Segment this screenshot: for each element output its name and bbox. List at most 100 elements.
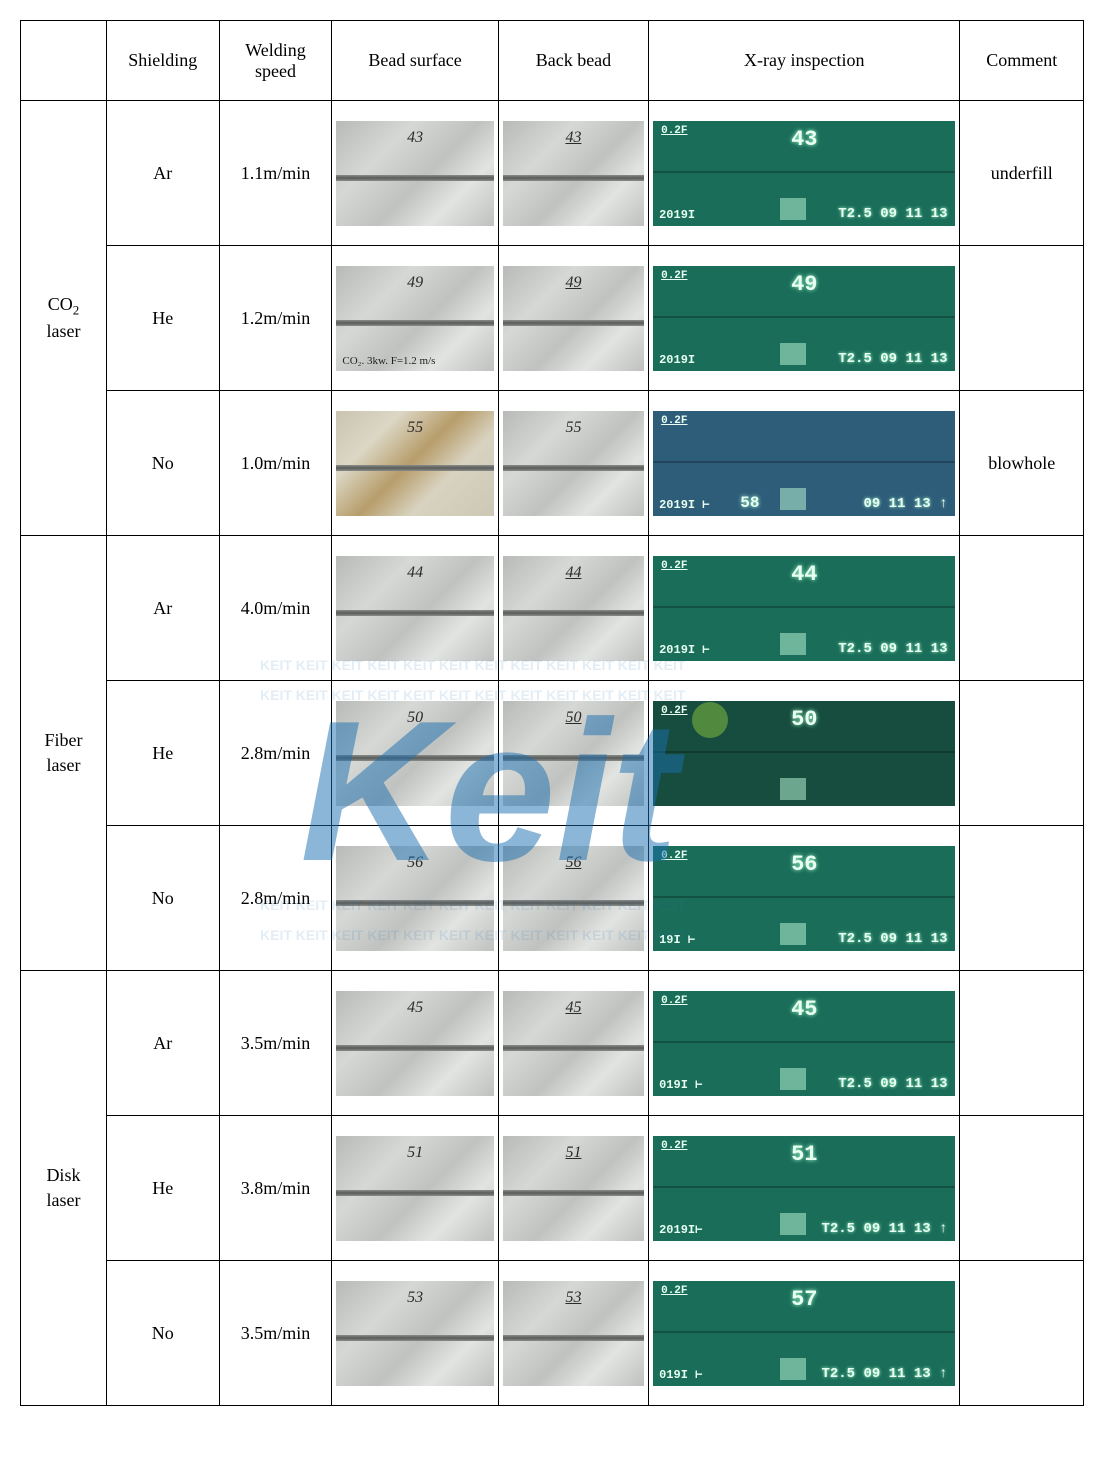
back-bead-cell: 55 — [498, 391, 648, 536]
shielding-cell: No — [106, 826, 219, 971]
table-row: No2.8m/min 56 56 0.2F 56 19I ⊢ T2.5 09 11 13 — [21, 826, 1084, 971]
bead-surface-cell: 51 — [332, 1116, 498, 1261]
back-bead-photo: 50 — [503, 701, 644, 806]
xray-cell: 0.2F442019I ⊢T2.5 09 11 13 — [649, 536, 960, 681]
xray-bottomright-label: T2.5 09 11 13 — [838, 1076, 947, 1092]
xray-marker-square — [780, 633, 806, 655]
back-bead-photo: 49 — [503, 266, 644, 371]
xray-marker-square — [780, 343, 806, 365]
xray-marker-square — [780, 488, 806, 510]
xray-marker-square — [780, 198, 806, 220]
laser-type-cell: CO2laser — [21, 101, 107, 536]
bead-surface-photo: 45 — [336, 991, 493, 1096]
xray-bottomright-label: T2.5 09 11 13 ↑ — [821, 1366, 947, 1382]
specimen-mark: 51 — [565, 1144, 581, 1162]
header-bead-surface: Bead surface — [332, 21, 498, 101]
comment-cell: underfill — [960, 101, 1084, 246]
xray-screen: 0.2F492019IT2.5 09 11 13 — [653, 266, 955, 371]
comment-cell — [960, 1261, 1084, 1406]
header-row: Shielding Welding speed Bead surface Bac… — [21, 21, 1084, 101]
specimen-mark: 45 — [407, 999, 423, 1017]
xray-specimen-number: 43 — [791, 127, 817, 152]
bead-surface-photo: 51 — [336, 1136, 493, 1241]
xray-cell: 0.2F582019I ⊢09 11 13 ↑ — [649, 391, 960, 536]
xray-bottomleft-label: 019I ⊢ — [659, 1367, 702, 1382]
speed-cell: 1.0m/min — [219, 391, 332, 536]
xray-cell: 0.2F492019IT2.5 09 11 13 — [649, 246, 960, 391]
specimen-mark: 44 — [407, 564, 423, 582]
xray-cell: 0.2F45019I ⊢T2.5 09 11 13 — [649, 971, 960, 1116]
bead-surface-cell: 53 — [332, 1261, 498, 1406]
speed-cell: 2.8m/min — [219, 826, 332, 971]
table-row: No1.0m/min55550.2F582019I ⊢09 11 13 ↑blo… — [21, 391, 1084, 536]
bead-surface-cell: 56 — [332, 826, 498, 971]
xray-cell: 0.2F50 — [649, 681, 960, 826]
table-row: No3.5m/min53530.2F57019I ⊢T2.5 09 11 13 … — [21, 1261, 1084, 1406]
back-bead-cell: 43 — [498, 101, 648, 246]
comment-cell — [960, 971, 1084, 1116]
xray-specimen-number: 58 — [740, 494, 759, 512]
shielding-cell: He — [106, 681, 219, 826]
specimen-mark: 56 — [407, 854, 423, 872]
laser-type-cell: Fiberlaser — [21, 536, 107, 971]
xray-marker-square — [780, 1068, 806, 1090]
xray-bottomleft-label: 2019I — [659, 208, 695, 222]
specimen-mark: 43 — [407, 129, 423, 147]
back-bead-cell: 56 — [498, 826, 648, 971]
xray-specimen-number: 44 — [791, 562, 817, 587]
shielding-cell: Ar — [106, 536, 219, 681]
comment-cell — [960, 681, 1084, 826]
speed-cell: 3.8m/min — [219, 1116, 332, 1261]
specimen-mark: 53 — [565, 1289, 581, 1307]
xray-topleft-label: 0.2F — [661, 850, 687, 862]
specimen-note: CO₂. 3kw. F=1.2 m/s — [342, 355, 435, 367]
xray-bottomright-label: T2.5 09 11 13 ↑ — [821, 1221, 947, 1237]
xray-cell: 0.2F432019IT2.5 09 11 13 — [649, 101, 960, 246]
back-bead-cell: 50 — [498, 681, 648, 826]
comment-cell — [960, 536, 1084, 681]
table-row: CO2laserAr1.1m/min43430.2F432019IT2.5 09… — [21, 101, 1084, 246]
back-bead-cell: 51 — [498, 1116, 648, 1261]
shielding-cell: He — [106, 246, 219, 391]
specimen-mark: 50 — [565, 709, 581, 727]
specimen-mark: 45 — [565, 999, 581, 1017]
back-bead-photo: 55 — [503, 411, 644, 516]
xray-specimen-number: 56 — [791, 852, 817, 877]
back-bead-photo: 51 — [503, 1136, 644, 1241]
xray-bottomright-label: T2.5 09 11 13 — [838, 931, 947, 947]
xray-bottomright-label: T2.5 09 11 13 — [838, 351, 947, 367]
xray-screen: 0.2F57019I ⊢T2.5 09 11 13 ↑ — [653, 1281, 955, 1386]
bead-surface-photo: 43 — [336, 121, 493, 226]
back-bead-photo: 43 — [503, 121, 644, 226]
header-back-bead: Back bead — [498, 21, 648, 101]
shielding-cell: He — [106, 1116, 219, 1261]
comment-cell — [960, 246, 1084, 391]
bead-surface-photo: 50 — [336, 701, 493, 806]
xray-screen: 0.2F432019IT2.5 09 11 13 — [653, 121, 955, 226]
bead-surface-photo: 49CO₂. 3kw. F=1.2 m/s — [336, 266, 493, 371]
xray-topleft-label: 0.2F — [661, 415, 687, 427]
header-shielding: Shielding — [106, 21, 219, 101]
xray-marker-square — [780, 1213, 806, 1235]
table-row: He3.8m/min51510.2F512019I⊢T2.5 09 11 13 … — [21, 1116, 1084, 1261]
xray-topleft-label: 0.2F — [661, 1285, 687, 1297]
table-row: He1.2m/min49CO₂. 3kw. F=1.2 m/s490.2F492… — [21, 246, 1084, 391]
xray-bottomleft-label: 2019I⊢ — [659, 1222, 702, 1237]
xray-specimen-number: 49 — [791, 272, 817, 297]
xray-marker-square — [780, 778, 806, 800]
bead-surface-cell: 44 — [332, 536, 498, 681]
xray-marker-square — [780, 923, 806, 945]
bead-surface-photo: 56 — [336, 846, 493, 951]
xray-bottomleft-label: 2019I — [659, 353, 695, 367]
comment-cell — [960, 1116, 1084, 1261]
bead-surface-cell: 55 — [332, 391, 498, 536]
speed-cell: 1.1m/min — [219, 101, 332, 246]
speed-cell: 1.2m/min — [219, 246, 332, 391]
xray-bottomleft-label: 19I ⊢ — [659, 932, 695, 947]
bead-surface-cell: 50 — [332, 681, 498, 826]
specimen-mark: 55 — [565, 419, 581, 437]
welding-results-table: Shielding Welding speed Bead surface Bac… — [20, 20, 1084, 1406]
xray-bottomleft-label: 2019I ⊢ — [659, 642, 709, 657]
specimen-mark: 53 — [407, 1289, 423, 1307]
header-laser — [21, 21, 107, 101]
